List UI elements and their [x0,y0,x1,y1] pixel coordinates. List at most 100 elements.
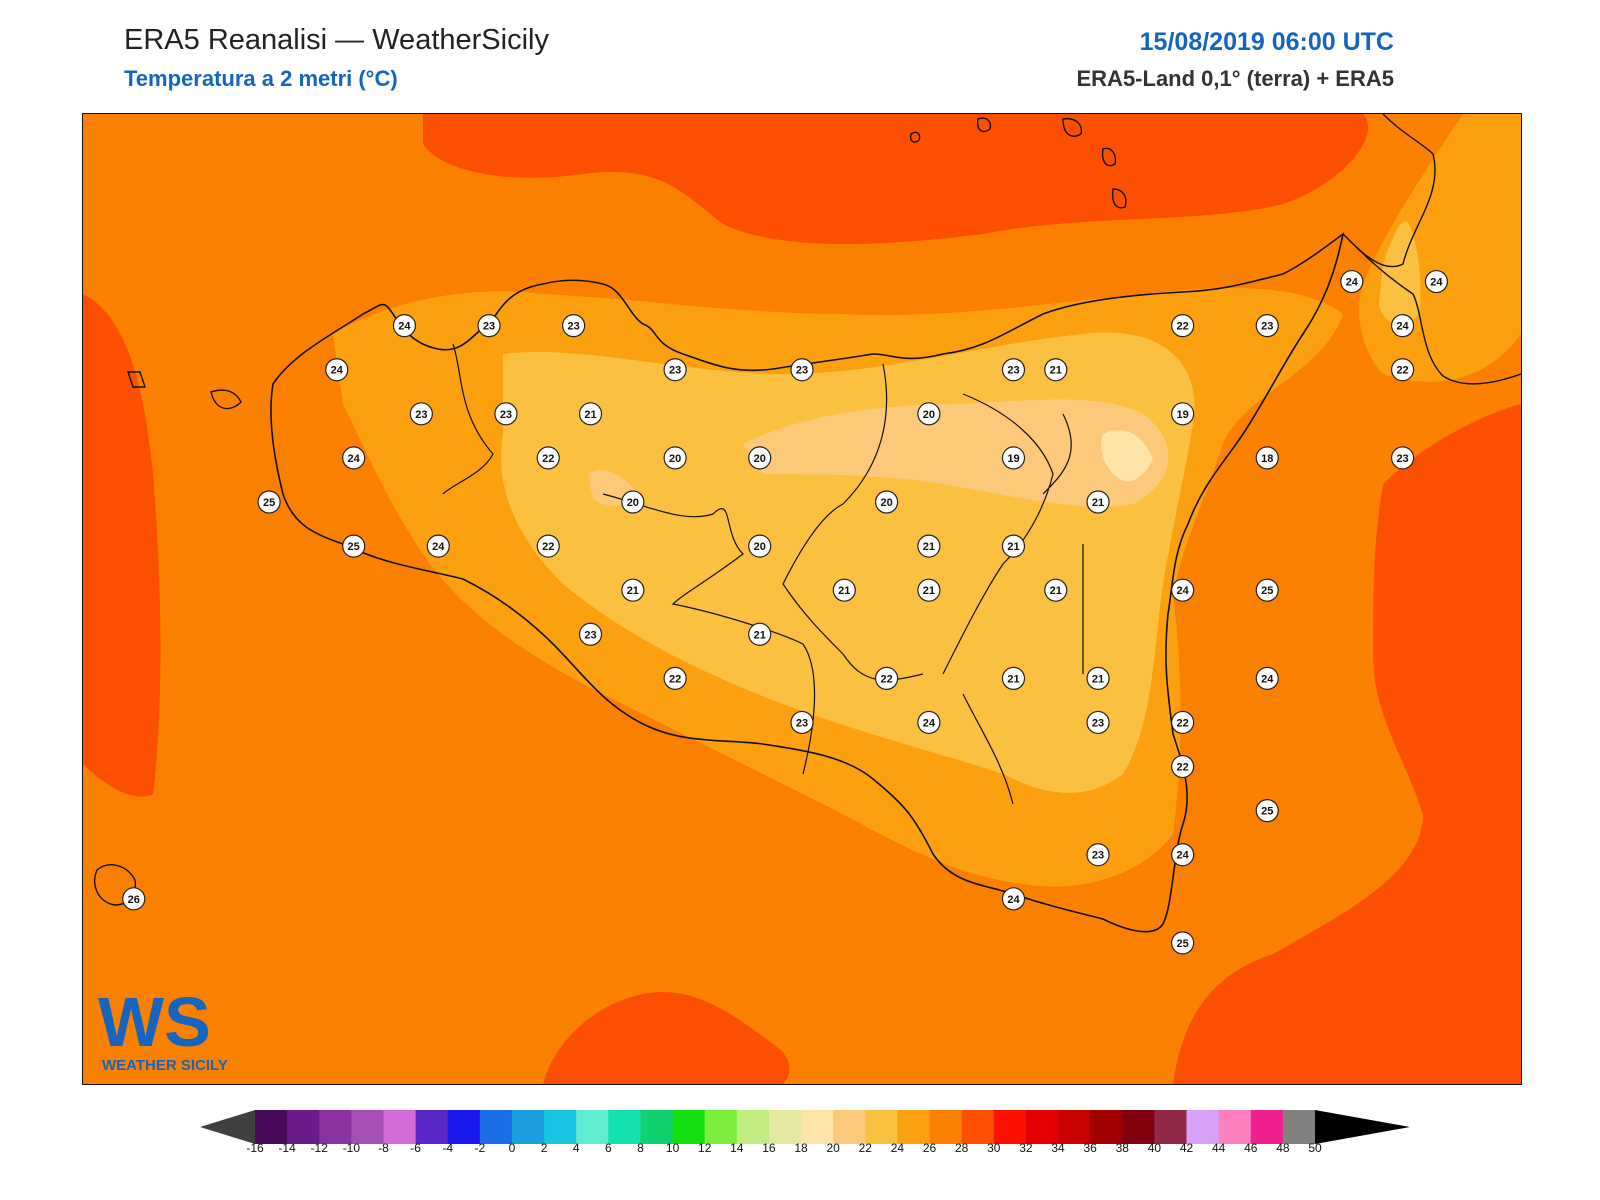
colorbar-tick-label: 40 [1148,1141,1162,1154]
station-marker [1171,931,1195,955]
map-title: ERA5 Reanalisi — WeatherSicily [124,24,549,56]
colorbar-cell [576,1110,609,1144]
station-value: 21 [838,585,850,597]
station-value: 24 [1177,850,1190,862]
station-marker [790,710,814,735]
colorbar-tick-label: 22 [859,1141,873,1154]
station-marker [917,710,941,735]
station-value: 21 [1050,365,1062,377]
colorbar-cell [287,1110,320,1144]
station-marker [621,490,645,514]
station-marker [409,402,433,426]
logo-text: WEATHER SICILY [102,1057,228,1074]
colorbar-tick-label: -6 [410,1141,421,1154]
station-value: 23 [415,409,427,421]
station-value: 20 [880,497,892,509]
station-value: 20 [669,453,681,465]
station-value: 19 [1007,453,1019,465]
colorbar-tick-label: 30 [987,1141,1001,1154]
station-marker [1340,269,1364,294]
station-value: 23 [1092,717,1104,729]
station-value: 21 [923,541,935,553]
station-value: 24 [331,365,344,377]
station-marker [122,887,146,911]
colorbar-cell [255,1110,288,1144]
colorbar-tick-label: 2 [541,1141,548,1154]
field-28-south [543,992,790,1084]
colorbar-tick-label: -8 [378,1141,389,1154]
weathersicily-logo: WS WEATHER SICILY [98,983,228,1074]
station-value: 24 [348,453,361,465]
colorbar-cell [1025,1110,1059,1144]
station-marker [578,402,603,426]
colorbar-cell [319,1110,352,1144]
station-value: 22 [542,541,554,553]
station-marker [1001,534,1026,558]
colorbar-cell [929,1110,963,1144]
station-marker [663,666,687,690]
colorbar: -16 -14 -12 -10 -8 -6 -4 -2 0 2 4 6 8 10 12 14 16 18 20 22 2… [200,1110,1410,1154]
colorbar-cell [1058,1110,1091,1144]
colorbar-cell [1090,1110,1123,1144]
station-value: 24 [1007,894,1020,906]
station-marker [1086,490,1110,514]
station-marker [1390,358,1415,382]
station-value: 20 [754,541,766,553]
colorbar-tick-label: 8 [637,1141,644,1154]
station-value: 21 [1007,673,1019,685]
station-value: 18 [1261,453,1273,465]
station-value: 22 [1177,717,1189,729]
colorbar-over-arrow [1315,1110,1410,1144]
colorbar-tick-label: 50 [1308,1141,1322,1154]
station-marker [536,534,560,558]
station-value: 25 [348,541,360,553]
field-28-east [1173,404,1521,1084]
colorbar-tick-label: 14 [730,1141,744,1154]
station-value: 23 [567,321,579,333]
station-marker [917,578,941,602]
station-value: 20 [923,409,935,421]
map-subtitle: Temperatura a 2 metri (°C) [124,66,398,91]
colorbar-cell [351,1110,384,1144]
station-value: 24 [1346,277,1359,289]
province-borders [442,343,1084,805]
colorbar-cells [200,1110,1410,1144]
field-28-north [423,114,1369,244]
field-28-west [83,294,161,797]
station-marker [917,534,941,558]
station-marker [1001,666,1026,690]
station-marker [257,490,281,514]
field-22-calabria [1379,221,1421,325]
station-value: 23 [1261,321,1273,333]
colorbar-tick-label: 16 [762,1141,776,1154]
colorbar-cell [993,1110,1027,1144]
station-value: 24 [398,321,411,333]
colorbar-tick-label: 44 [1212,1141,1226,1154]
station-marker [477,314,501,338]
station-value: 24 [923,717,936,729]
colorbar-tick-label: 42 [1180,1141,1194,1154]
map-canvas: 24 23 23 24 23 23 21 24 22 20 20 25 20 25 24 22 20 21 23 21… [83,114,1521,1084]
colorbar-tick-label: 18 [794,1141,808,1154]
station-value: 25 [1261,585,1273,597]
colorbar-tick-label: 32 [1019,1141,1033,1154]
station-marker [392,314,417,338]
station-marker [663,358,687,382]
station-marker [562,314,586,338]
colorbar-cell [1122,1110,1155,1144]
colorbar-cell [897,1110,931,1144]
station-marker [874,490,899,514]
colorbar-cell [383,1110,417,1144]
station-value: 23 [1007,365,1019,377]
temperature-map[interactable]: 24 23 23 24 23 23 21 24 22 20 20 25 20 25 24 22 20 21 23 21… [82,113,1522,1085]
station-value: 23 [796,717,808,729]
station-value: 23 [584,629,596,641]
station-marker [1001,446,1026,470]
station-marker [1086,666,1110,690]
aeolian-islands [909,117,1127,209]
data-source-label: ERA5-Land 0,1° (terra) + ERA5 [1076,66,1395,91]
station-value: 24 [1396,321,1409,333]
station-value: 24 [1430,277,1443,289]
station-marker [1171,402,1195,426]
egadi-islands [127,371,242,410]
